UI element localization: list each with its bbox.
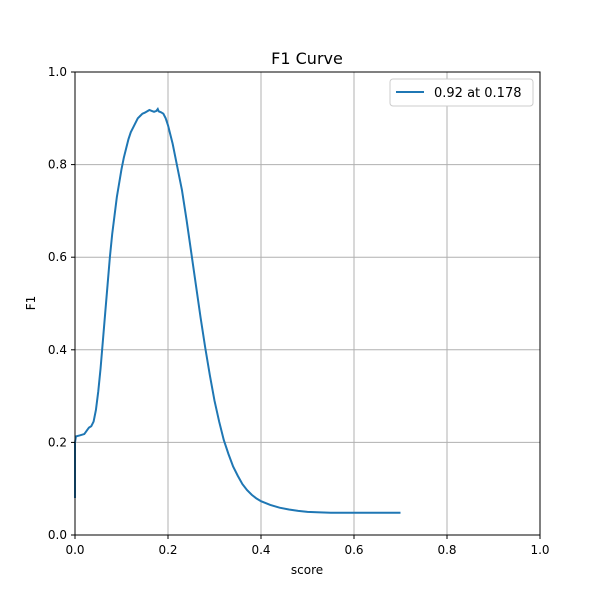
y-axis-label: F1 bbox=[24, 296, 38, 311]
y-ticks: 0.0 0.2 0.4 0.6 0.8 1.0 bbox=[48, 65, 75, 542]
x-tick-label: 1.0 bbox=[530, 543, 549, 557]
x-tick-label: 0.6 bbox=[344, 543, 363, 557]
y-tick-label: 1.0 bbox=[48, 65, 67, 79]
y-tick-label: 0.6 bbox=[48, 250, 67, 264]
y-tick-label: 0.8 bbox=[48, 158, 67, 172]
y-tick-label: 0.4 bbox=[48, 343, 67, 357]
y-tick-label: 0.2 bbox=[48, 435, 67, 449]
x-tick-label: 0.8 bbox=[437, 543, 456, 557]
chart-title: F1 Curve bbox=[271, 49, 343, 68]
legend: 0.92 at 0.178 bbox=[389, 78, 534, 107]
x-tick-label: 0.2 bbox=[158, 543, 177, 557]
axes-frame bbox=[74, 71, 541, 536]
x-tick-label: 0.4 bbox=[251, 543, 270, 557]
x-ticks: 0.0 0.2 0.4 0.6 0.8 1.0 bbox=[65, 535, 550, 557]
y-tick-label: 0.0 bbox=[48, 528, 67, 542]
legend-label-f1: 0.92 at 0.178 bbox=[434, 86, 522, 101]
x-tick-label: 0.0 bbox=[65, 543, 84, 557]
grid-lines bbox=[74, 71, 541, 536]
plot-area bbox=[74, 107, 401, 514]
series-line-f1 bbox=[74, 107, 401, 514]
legend-box bbox=[389, 78, 534, 107]
x-axis-label: score bbox=[291, 563, 323, 577]
